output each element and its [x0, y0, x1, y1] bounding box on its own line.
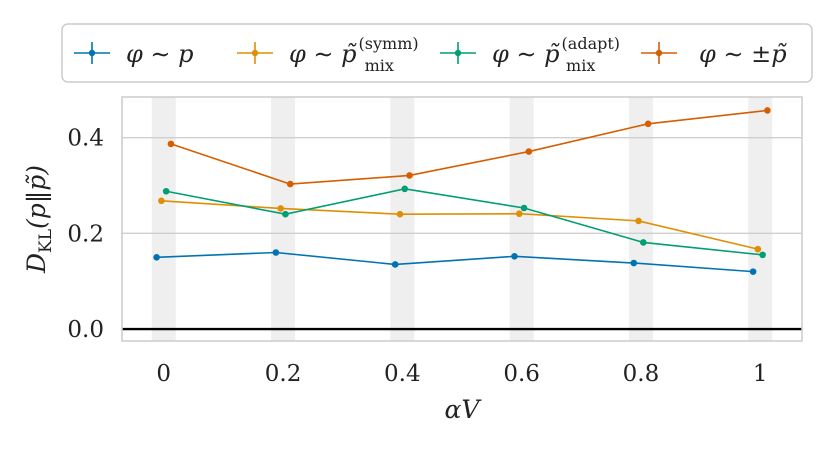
series-1-point-5 [754, 245, 762, 253]
legend-label-phi-p: φ ∼ p [126, 40, 194, 68]
series-2-point-2 [401, 185, 409, 193]
series-line-0 [156, 251, 754, 273]
series-0-point-2 [391, 261, 399, 268]
x-tick-labels: 0 0.2 0.4 0.6 0.8 1 [156, 361, 767, 387]
series-3-point-5 [764, 107, 771, 114]
plot-background [122, 97, 802, 341]
x-tick-label-1: 0.2 [265, 361, 302, 387]
series-line-3 [170, 109, 768, 185]
y-tick-label-1: 0.2 [67, 221, 104, 247]
series-0-point-1 [272, 249, 280, 256]
series-2-point-1 [282, 210, 289, 218]
series-1-point-3 [515, 210, 523, 218]
series-line-2 [165, 188, 763, 256]
series-1-point-0 [158, 197, 165, 205]
series-2-point-3 [520, 204, 528, 212]
legend-marker-phi-pm [655, 49, 663, 57]
series-1-point-4 [635, 217, 642, 225]
series-1-point-1 [277, 205, 284, 212]
legend-frame [61, 23, 813, 83]
y-axis-label-text: DKL(p‖p̃) [22, 165, 56, 274]
x-tick-label-5: 1 [753, 361, 768, 387]
legend-entry-phi-p: φ ∼ p [74, 40, 194, 68]
legend-marker-phi-p [88, 49, 96, 57]
legend-marker-phi-mix-adapt [454, 49, 462, 57]
x-band-1 [271, 97, 296, 341]
plot-frame [121, 96, 803, 342]
series-3-point-3 [525, 148, 533, 155]
series-3-point-0 [167, 140, 175, 148]
series-2-point-5 [759, 251, 766, 259]
legend-entry-phi-pm: φ ∼ ±p̃ [641, 40, 787, 68]
y-axis-label: DKL(p‖p̃) [22, 165, 56, 274]
series-0-point-3 [511, 253, 518, 260]
x-tick-label-3: 0.6 [503, 361, 540, 387]
legend: φ ∼ p φ ∼ p̃ (symm) mix φ ∼ p̃ (adapt) mix φ… [61, 23, 813, 83]
x-axis-label: αV [445, 395, 483, 424]
y-tick-label-0: 0.0 [67, 317, 104, 343]
series-3-point-1 [286, 180, 294, 188]
x-band-5 [748, 97, 773, 341]
x-tick-label-4: 0.8 [623, 361, 660, 387]
y-tick-labels: 0.0 0.2 0.4 [67, 126, 104, 343]
series-1-point-2 [396, 210, 404, 218]
series-2-point-0 [162, 187, 170, 195]
legend-label-phi-pm: φ ∼ ±p̃ [699, 40, 787, 68]
x-tick-label-0: 0 [156, 361, 171, 387]
series-0-point-4 [630, 259, 638, 267]
series-layer [153, 107, 771, 275]
series-2-point-4 [640, 239, 647, 246]
series-3-point-2 [406, 172, 413, 179]
series-0-point-5 [749, 268, 757, 275]
x-tick-label-2: 0.4 [384, 361, 421, 387]
x-band-3 [509, 97, 534, 341]
series-line-1 [161, 200, 759, 250]
series-0-point-0 [153, 253, 160, 261]
series-3-point-4 [644, 120, 652, 128]
legend-marker-phi-mix-symm [251, 49, 259, 57]
x-band-2 [390, 97, 415, 341]
y-tick-label-2: 0.4 [67, 126, 104, 152]
x-band-0 [151, 97, 176, 341]
